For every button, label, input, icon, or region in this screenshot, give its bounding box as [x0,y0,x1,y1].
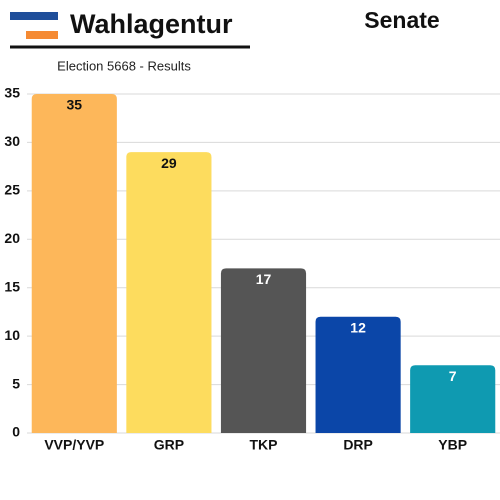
x-tick-label: GRP [154,437,184,453]
bar [31,94,117,433]
y-tick-label: 5 [12,375,20,391]
logo-stripe [18,24,58,30]
logo [10,12,58,39]
value-label: 12 [350,319,366,335]
value-label: 17 [256,271,272,287]
x-tick-label: DRP [343,437,373,453]
brand: Wahlagentur [70,9,233,39]
y-tick-label: 30 [4,133,20,149]
bar [126,152,212,433]
chart-title: Senate [364,7,439,33]
value-label: 7 [449,368,457,384]
value-label: 35 [67,97,83,113]
y-tick-label: 10 [4,327,20,343]
bar [410,365,496,433]
y-tick-label: 0 [12,424,20,440]
bar [315,316,401,433]
logo-stripe [10,12,58,20]
x-tick-label: YBP [438,437,467,453]
x-tick-label: VVP/YVP [44,437,104,453]
y-tick-label: 20 [4,230,20,246]
logo-stripe [26,31,58,39]
value-label: 29 [161,155,177,171]
x-tick-label: TKP [250,437,278,453]
y-tick-label: 35 [4,85,20,101]
chart-subtitle: Election 5668 - Results [57,58,191,73]
bar [220,268,307,433]
y-tick-label: 25 [4,182,20,198]
y-tick-label: 15 [4,278,20,294]
